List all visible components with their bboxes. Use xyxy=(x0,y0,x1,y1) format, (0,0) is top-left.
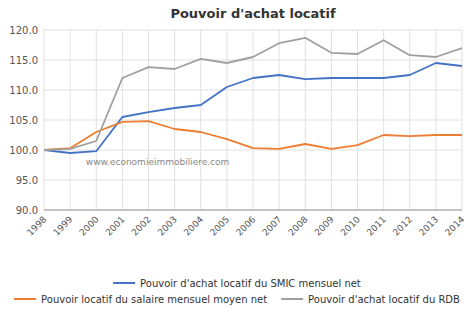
chart: Pouvoir d'achat locatif 90.0 95.0 100.0 105.… xyxy=(0,0,474,309)
series-line xyxy=(44,121,462,150)
x-tick-label: 1999 xyxy=(51,214,74,237)
x-tick-label: 2004 xyxy=(182,214,205,237)
legend-label: Pouvoir locatif du salaire mensuel moyen… xyxy=(41,294,267,305)
x-tick-label: 2008 xyxy=(286,214,309,237)
x-tick-label: 2002 xyxy=(130,214,153,237)
x-grid-line xyxy=(96,30,97,210)
legend-swatch xyxy=(281,298,303,300)
x-tick-label: 2009 xyxy=(313,214,336,237)
y-tick-label: 115.0 xyxy=(9,55,38,66)
y-tick-label: 90.0 xyxy=(16,205,38,216)
x-tick-label: 2005 xyxy=(208,214,231,237)
x-tick-label: 2003 xyxy=(156,214,179,237)
legend-label: Pouvoir d'achat locatif du RDB xyxy=(308,294,460,305)
series-line xyxy=(44,63,462,153)
x-grid-line xyxy=(331,30,332,210)
x-tick-label: 2010 xyxy=(339,214,362,237)
y-tick-label: 95.0 xyxy=(16,175,38,186)
x-grid-line xyxy=(409,30,410,210)
x-grid-line xyxy=(174,30,175,210)
x-grid-line xyxy=(305,30,306,210)
series-line xyxy=(44,38,462,150)
y-tick-label: 120.0 xyxy=(9,25,38,36)
title: Pouvoir d'achat locatif xyxy=(170,6,336,21)
legend-item: Pouvoir d'achat locatif du RDB xyxy=(281,294,460,305)
legend-swatch xyxy=(113,282,135,284)
legend-label: Pouvoir d'achat locatif du SMIC mensuel … xyxy=(140,278,361,289)
x-grid-line xyxy=(383,30,384,210)
x-tick-label: 2006 xyxy=(234,214,257,237)
y-tick-label: 100.0 xyxy=(9,145,38,156)
plot-area xyxy=(44,38,462,153)
x-tick-label: 2007 xyxy=(260,214,283,237)
x-tick-label: 2001 xyxy=(104,214,127,237)
y-tick-label: 105.0 xyxy=(9,115,38,126)
x-grid-line xyxy=(44,30,45,210)
legend-swatch xyxy=(14,298,36,300)
y-tick-label: 110.0 xyxy=(9,85,38,96)
x-grid-line xyxy=(357,30,358,210)
x-tick-label: 2000 xyxy=(77,214,100,237)
x-tick-label: 1998 xyxy=(25,214,48,237)
y-grid-line xyxy=(44,210,462,211)
legend: Pouvoir d'achat locatif du SMIC mensuel … xyxy=(14,278,460,305)
x-grid-line xyxy=(70,30,71,210)
x-tick-label: 2013 xyxy=(417,214,440,237)
x-tick-label: 2011 xyxy=(365,214,388,237)
x-grid-line xyxy=(148,30,149,210)
grid xyxy=(44,30,462,210)
x-tick-label: 2012 xyxy=(391,214,414,237)
legend-item: Pouvoir d'achat locatif du SMIC mensuel … xyxy=(113,278,361,289)
x-grid-line xyxy=(122,30,123,210)
annotation: www.economieimmobiliere.com xyxy=(86,157,230,167)
x-grid-line xyxy=(226,30,227,210)
x-grid-line xyxy=(279,30,280,210)
x-grid-line xyxy=(462,30,463,210)
x-axis-line xyxy=(44,210,462,211)
x-grid-line xyxy=(200,30,201,210)
x-tick-label: 2014 xyxy=(443,214,466,237)
legend-item: Pouvoir locatif du salaire mensuel moyen… xyxy=(14,294,267,305)
